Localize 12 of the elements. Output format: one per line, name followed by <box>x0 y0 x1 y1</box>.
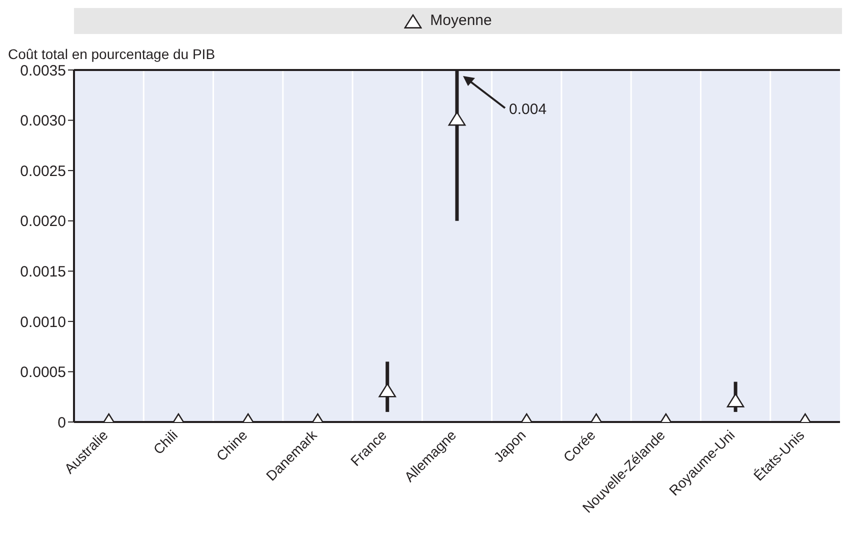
annotation: 0.004 <box>509 101 547 118</box>
y-tick-label: 0.0005 <box>20 364 66 382</box>
y-tick-label: 0.0025 <box>20 162 66 180</box>
y-tick-label: 0.0010 <box>20 314 66 331</box>
y-tick-label: 0 <box>58 414 66 432</box>
y-tick-label: 0.0030 <box>20 112 66 130</box>
y-axis-title: Coût total en pourcentage du PIB <box>8 46 216 62</box>
legend-label: Moyenne <box>429 12 492 30</box>
y-tick-label: 0.0015 <box>20 263 66 280</box>
y-tick-label: 0.0020 <box>20 213 66 230</box>
y-tick-label: 0.0035 <box>20 62 66 80</box>
x-tick-label: Chili <box>150 426 181 458</box>
